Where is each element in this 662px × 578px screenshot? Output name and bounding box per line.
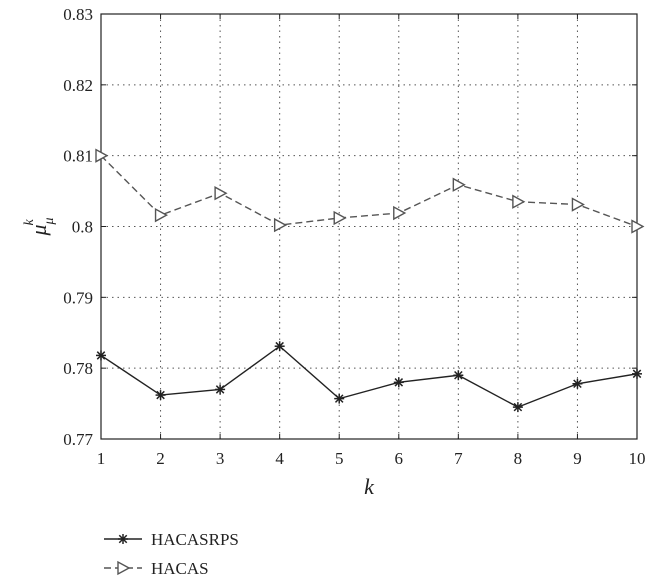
x-tick-label: 10	[629, 449, 646, 468]
y-tick-label: 0.78	[63, 359, 93, 378]
legend-marker	[117, 560, 131, 576]
legend: HACASRPS HACAS	[104, 530, 239, 578]
data-point	[631, 219, 645, 234]
legend-item: HACAS	[104, 559, 209, 578]
data-point	[453, 370, 464, 381]
data-point	[393, 205, 407, 221]
x-tick-label: 6	[395, 449, 404, 468]
x-tick-label: 7	[454, 449, 463, 468]
data-point	[452, 177, 466, 192]
data-point	[214, 186, 228, 201]
data-point	[393, 377, 404, 388]
y-tick-label: 0.8	[72, 218, 93, 237]
data-point	[215, 384, 226, 395]
data-point	[273, 217, 288, 233]
plot-frame	[100, 13, 638, 440]
legend-label: HACASRPS	[151, 530, 239, 549]
ticks-layer: 1 2 3 4 5 6 7 8 9 10 0.77 0.78 0.79 0.8 0.81 0.82 0.83	[63, 5, 645, 468]
data-point	[512, 194, 526, 209]
x-axis-label: k	[364, 474, 375, 499]
x-tick-label: 8	[514, 449, 523, 468]
x-tick-label: 2	[156, 449, 165, 468]
data-point	[154, 207, 169, 223]
x-tick-label: 5	[335, 449, 344, 468]
x-tick-label: 4	[275, 449, 284, 468]
x-tick-label: 3	[216, 449, 225, 468]
y-tick-label: 0.79	[63, 288, 93, 307]
data-point	[333, 210, 347, 226]
data-point	[274, 341, 285, 352]
y-tick-label: 0.81	[63, 147, 93, 166]
y-axis-label: μμk	[22, 217, 57, 236]
series-line-hacas	[100, 155, 638, 228]
data-point	[155, 390, 166, 401]
series-line-hacasrps	[100, 345, 638, 408]
legend-item: HACASRPS	[104, 530, 239, 549]
data-point	[96, 350, 106, 361]
y-axis-label-main: μ	[26, 224, 51, 236]
grid-layer	[101, 14, 637, 439]
series-hacas	[95, 148, 645, 234]
y-tick-label: 0.82	[63, 76, 93, 95]
data-point	[572, 378, 583, 389]
legend-marker	[118, 534, 128, 544]
series-hacasrps	[96, 341, 642, 413]
y-tick-label: 0.77	[63, 430, 93, 449]
x-tick-label: 1	[97, 449, 106, 468]
data-point	[512, 402, 523, 413]
svg-text:μμk: μμk	[22, 217, 57, 236]
legend-label: HACAS	[151, 559, 209, 578]
x-tick-label: 9	[573, 449, 582, 468]
series-layer	[95, 148, 645, 413]
y-axis-label-sup: k	[22, 218, 37, 225]
y-tick-label: 0.83	[63, 5, 93, 24]
data-point	[571, 197, 585, 212]
y-axis-label-sub: μ	[42, 217, 57, 225]
data-point	[632, 368, 642, 379]
data-point	[334, 393, 345, 404]
data-point	[95, 148, 109, 163]
